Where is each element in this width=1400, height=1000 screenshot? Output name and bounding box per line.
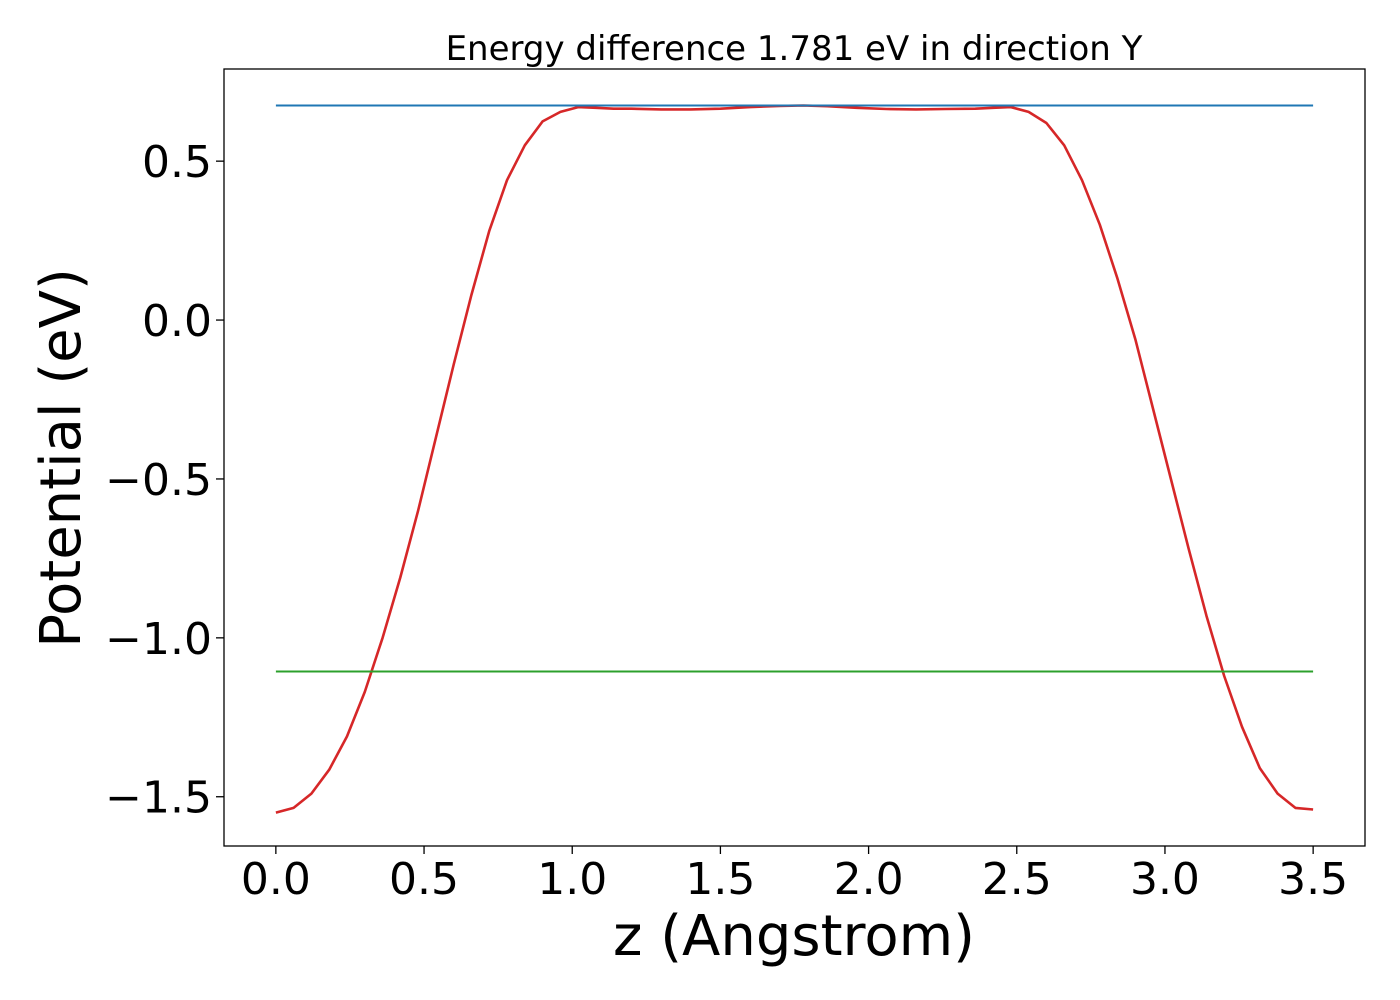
chart-title: Energy difference 1.781 eV in direction … <box>446 29 1143 69</box>
y-tick-label: −1.5 <box>105 773 212 824</box>
x-tick-label: 2.5 <box>982 854 1052 905</box>
x-ticks: 0.0 0.5 1.0 1.5 2.0 2.5 3.0 3.5 <box>241 846 1348 905</box>
y-tick-label: −1.0 <box>105 614 212 665</box>
x-tick-label: 3.5 <box>1278 854 1348 905</box>
y-tick-label: 0.0 <box>142 296 212 347</box>
series-line-1 <box>275 104 1314 814</box>
x-tick-label: 3.0 <box>1130 854 1200 905</box>
x-tick-label: 0.5 <box>389 854 459 905</box>
y-tick-label: −0.5 <box>105 455 212 506</box>
y-tick-label: 0.5 <box>142 137 212 188</box>
y-axis-label: Potential (eV) <box>29 268 94 648</box>
x-tick-label: 1.5 <box>685 854 755 905</box>
x-tick-label: 2.0 <box>834 854 904 905</box>
x-tick-label: 0.0 <box>241 854 311 905</box>
plot-frame <box>223 68 1366 847</box>
series-layer <box>275 104 1314 814</box>
x-axis-label: z (Angstrom) <box>613 904 975 969</box>
x-tick-label: 1.0 <box>537 854 607 905</box>
y-ticks: 0.5 0.0 −0.5 −1.0 −1.5 <box>105 137 224 824</box>
